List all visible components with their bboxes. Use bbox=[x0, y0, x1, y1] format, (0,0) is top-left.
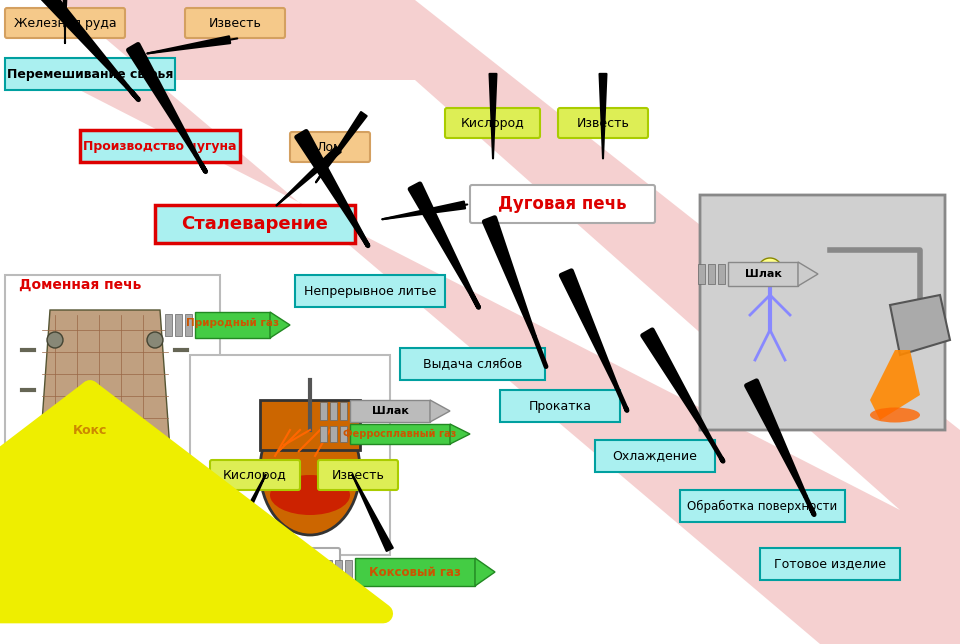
Text: Ферросплавный газ: Ферросплавный газ bbox=[344, 429, 457, 439]
FancyBboxPatch shape bbox=[330, 402, 337, 420]
Text: Сталеварение: Сталеварение bbox=[181, 215, 328, 233]
FancyBboxPatch shape bbox=[500, 390, 620, 422]
FancyBboxPatch shape bbox=[728, 262, 798, 286]
Text: Производство чугуна: Производство чугуна bbox=[84, 140, 237, 153]
FancyBboxPatch shape bbox=[195, 312, 270, 338]
FancyBboxPatch shape bbox=[5, 275, 220, 540]
Polygon shape bbox=[798, 262, 818, 286]
Circle shape bbox=[147, 332, 163, 348]
Text: Кислород: Кислород bbox=[461, 117, 524, 129]
FancyBboxPatch shape bbox=[335, 560, 342, 584]
Text: Производство кокса: Производство кокса bbox=[14, 469, 160, 482]
FancyBboxPatch shape bbox=[175, 314, 182, 336]
Polygon shape bbox=[450, 424, 470, 444]
FancyBboxPatch shape bbox=[185, 8, 285, 38]
Ellipse shape bbox=[870, 408, 920, 422]
Polygon shape bbox=[870, 350, 920, 420]
Text: Дуговая печь: Дуговая печь bbox=[498, 195, 627, 213]
Circle shape bbox=[758, 258, 782, 282]
Text: Лом: Лом bbox=[317, 140, 344, 153]
FancyBboxPatch shape bbox=[5, 58, 175, 90]
FancyBboxPatch shape bbox=[5, 460, 170, 492]
FancyBboxPatch shape bbox=[700, 195, 945, 430]
FancyBboxPatch shape bbox=[760, 548, 900, 580]
FancyBboxPatch shape bbox=[558, 108, 648, 138]
FancyBboxPatch shape bbox=[400, 348, 545, 380]
Ellipse shape bbox=[260, 405, 360, 535]
Text: Уголь: Уголь bbox=[34, 567, 71, 580]
FancyBboxPatch shape bbox=[165, 548, 340, 586]
Polygon shape bbox=[40, 310, 170, 485]
Text: Прокатка: Прокатка bbox=[529, 399, 591, 413]
Polygon shape bbox=[430, 400, 450, 422]
FancyBboxPatch shape bbox=[350, 424, 450, 444]
Polygon shape bbox=[70, 450, 130, 480]
Polygon shape bbox=[890, 295, 950, 355]
Text: Известь: Известь bbox=[331, 468, 384, 482]
FancyBboxPatch shape bbox=[708, 264, 715, 284]
Text: Природный газ: Природный газ bbox=[186, 318, 279, 328]
Text: Известь: Известь bbox=[208, 17, 261, 30]
FancyBboxPatch shape bbox=[190, 355, 390, 555]
FancyBboxPatch shape bbox=[718, 264, 725, 284]
FancyBboxPatch shape bbox=[290, 132, 370, 162]
FancyBboxPatch shape bbox=[165, 314, 172, 336]
FancyBboxPatch shape bbox=[155, 205, 355, 243]
Polygon shape bbox=[475, 558, 495, 586]
FancyBboxPatch shape bbox=[680, 490, 845, 522]
FancyBboxPatch shape bbox=[350, 400, 430, 422]
Text: Шлак: Шлак bbox=[745, 269, 781, 279]
Text: Непрерывное литье: Непрерывное литье bbox=[303, 285, 436, 298]
Circle shape bbox=[47, 332, 63, 348]
Text: Доменная печь: Доменная печь bbox=[19, 278, 141, 292]
FancyBboxPatch shape bbox=[320, 402, 327, 420]
Text: Известь: Известь bbox=[577, 117, 630, 129]
FancyBboxPatch shape bbox=[355, 558, 475, 586]
FancyBboxPatch shape bbox=[340, 402, 347, 420]
FancyBboxPatch shape bbox=[320, 426, 327, 442]
Polygon shape bbox=[270, 312, 290, 338]
FancyBboxPatch shape bbox=[10, 558, 95, 588]
FancyBboxPatch shape bbox=[345, 560, 352, 584]
FancyBboxPatch shape bbox=[5, 8, 125, 38]
FancyBboxPatch shape bbox=[595, 440, 715, 472]
FancyBboxPatch shape bbox=[318, 460, 398, 490]
Polygon shape bbox=[60, 0, 960, 644]
Text: Охлаждение: Охлаждение bbox=[612, 450, 697, 462]
Text: Выдача слябов: Выдача слябов bbox=[422, 357, 522, 370]
FancyBboxPatch shape bbox=[698, 264, 705, 284]
Text: Коксовый газ: Коксовый газ bbox=[369, 565, 461, 578]
FancyBboxPatch shape bbox=[80, 130, 240, 162]
FancyBboxPatch shape bbox=[470, 185, 655, 223]
FancyBboxPatch shape bbox=[340, 426, 347, 442]
FancyBboxPatch shape bbox=[445, 108, 540, 138]
Text: Кокс: Кокс bbox=[73, 424, 108, 437]
FancyBboxPatch shape bbox=[325, 560, 332, 584]
FancyBboxPatch shape bbox=[260, 400, 360, 450]
Polygon shape bbox=[85, 455, 115, 478]
Ellipse shape bbox=[270, 475, 350, 515]
FancyBboxPatch shape bbox=[185, 314, 192, 336]
Text: Коксовая печь: Коксовая печь bbox=[182, 558, 323, 576]
Text: Шлак: Шлак bbox=[372, 406, 408, 416]
Text: Обработка поверхности: Обработка поверхности bbox=[687, 500, 838, 513]
FancyBboxPatch shape bbox=[330, 426, 337, 442]
FancyBboxPatch shape bbox=[210, 460, 300, 490]
Text: Готовое изделие: Готовое изделие bbox=[774, 558, 886, 571]
Text: Кислород: Кислород bbox=[223, 468, 287, 482]
Text: Перемешивание сырья: Перемешивание сырья bbox=[7, 68, 173, 80]
FancyBboxPatch shape bbox=[295, 275, 445, 307]
Text: Железная руда: Железная руда bbox=[13, 17, 116, 30]
